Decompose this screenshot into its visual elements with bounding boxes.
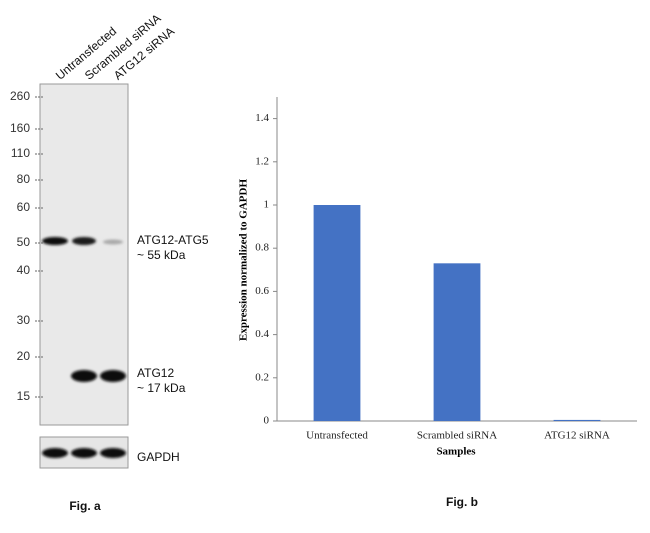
blot-panel: [39, 83, 129, 426]
x-axis-label: Samples: [436, 446, 476, 458]
band-label: ATG12-ATG5: [137, 233, 209, 247]
band: [42, 237, 68, 245]
band: [100, 370, 126, 382]
marker-label: 60: [17, 200, 31, 214]
y-tick-label: 0.2: [255, 371, 269, 383]
marker-label: 30: [17, 313, 31, 327]
marker-label: 160: [10, 121, 30, 135]
band-label: GAPDH: [137, 450, 180, 464]
bands: [42, 237, 126, 458]
x-tick-label: ATG12 siRNA: [544, 430, 610, 442]
marker-label: 260: [10, 89, 30, 103]
x-tick-label: Untransfected: [306, 430, 368, 442]
bar: [433, 263, 481, 421]
band: [42, 448, 68, 458]
y-tick-label: 1.2: [255, 155, 269, 167]
bar: [553, 419, 601, 421]
marker-label: 80: [17, 172, 31, 186]
band: [103, 239, 123, 245]
band: [100, 448, 126, 458]
band: [71, 370, 97, 382]
band: [71, 448, 97, 458]
y-axis-label: Expression normalized to GAPDH: [238, 179, 250, 341]
y-tick-label: 0: [264, 415, 270, 427]
y-tick-label: 1.4: [255, 112, 269, 124]
band-label: ~ 17 kDa: [137, 381, 186, 395]
marker-label: 40: [17, 263, 31, 277]
marker-label: 50: [17, 235, 31, 249]
bar: [313, 205, 361, 421]
caption: Fig. b: [446, 495, 478, 509]
marker-label: 20: [17, 349, 31, 363]
band: [72, 237, 96, 245]
marker-label: 15: [17, 389, 31, 403]
band-label: ~ 55 kDa: [137, 248, 186, 262]
y-tick-label: 0.4: [255, 328, 269, 340]
caption: Fig. a: [69, 499, 101, 513]
band-label: ATG12: [137, 366, 174, 380]
y-tick-label: 0.8: [255, 242, 269, 254]
y-tick-label: 1: [264, 199, 270, 211]
x-tick-label: Scrambled siRNA: [417, 430, 497, 442]
marker-label: 110: [11, 146, 30, 160]
y-tick-label: 0.6: [255, 285, 269, 297]
